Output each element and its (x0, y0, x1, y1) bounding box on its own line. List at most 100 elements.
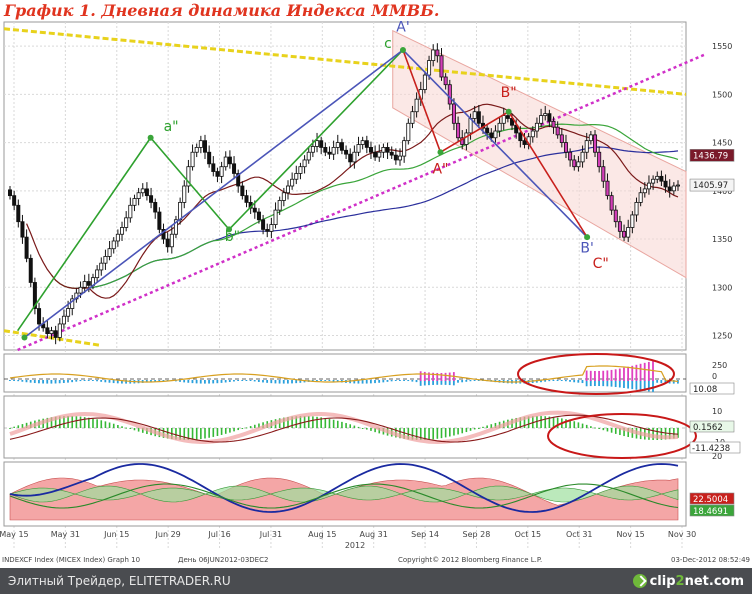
panel2-bar (79, 416, 82, 428)
y-tick-label: 1500 (712, 90, 732, 99)
panel2-bar (527, 416, 530, 428)
histogram-bar (407, 380, 410, 382)
panel2-bar (137, 428, 140, 432)
histogram-bar (191, 380, 194, 384)
panel2-bar (469, 428, 472, 431)
panel2-bar (83, 417, 86, 428)
panel2-bar (204, 428, 206, 439)
candle-body (256, 211, 261, 221)
histogram-bar (436, 380, 439, 385)
histogram-bar (278, 380, 281, 384)
candle-body (153, 201, 158, 213)
panel2-bar (216, 428, 219, 436)
histogram-bar (639, 380, 642, 391)
candle-body (555, 126, 560, 136)
watermark-text: Элитный Трейдер, ELITETRADER.RU (8, 574, 231, 588)
y-tick-label: 1250 (712, 332, 732, 341)
histogram-bar (116, 380, 119, 384)
candle-body (617, 221, 622, 232)
histogram-bar-pink (602, 370, 605, 381)
candle-body (356, 144, 361, 153)
candle-body (676, 184, 681, 187)
histogram-bar (121, 380, 123, 384)
candle-body (285, 185, 290, 194)
panel2-bar (478, 428, 480, 429)
pivot-marker (437, 149, 444, 156)
x-tick-label: Nov 30 (668, 530, 696, 539)
panel2-bar (594, 427, 596, 429)
x-tick-label: Sep 14 (411, 530, 439, 539)
histogram-bar (249, 380, 252, 381)
candle-body (605, 180, 610, 197)
histogram-bar-pink (647, 361, 650, 381)
candle-body (28, 257, 33, 283)
histogram-bar (606, 380, 609, 387)
candle-body (107, 248, 112, 257)
candle-body (456, 122, 461, 139)
histogram-bar (145, 380, 148, 383)
moving-average-green (51, 123, 679, 289)
histogram-bar (544, 380, 547, 382)
candle-body (173, 219, 178, 235)
histogram-bar (623, 380, 625, 388)
histogram-bar-pink (589, 370, 592, 381)
x-tick-label: Oct 15 (515, 530, 542, 539)
histogram-bar (386, 380, 389, 382)
histogram-bar-pink (614, 369, 617, 381)
candle-body (277, 200, 282, 211)
histogram-bar-pink (635, 364, 638, 381)
panel3-label-1: 22.5004 (693, 495, 728, 505)
candle-body (315, 140, 320, 147)
panel2-bar (623, 428, 625, 437)
histogram-bar (220, 380, 223, 383)
panel2-bar (419, 428, 422, 440)
histogram-bar (652, 380, 654, 392)
histogram-bar (477, 380, 480, 381)
histogram-bar (79, 380, 82, 382)
candle-body (443, 76, 448, 86)
histogram-bar (17, 380, 20, 382)
candle-body (559, 134, 564, 143)
panel2-tick: 10 (712, 407, 722, 416)
panel2-bar (494, 422, 497, 428)
panel2-bar (67, 416, 69, 428)
candle-body (124, 217, 129, 228)
candle-body (597, 151, 602, 168)
histogram-bar (448, 380, 451, 386)
histogram-bar (75, 380, 78, 382)
panel2-bar (357, 426, 360, 428)
candle-body (103, 256, 108, 264)
panel2-bar (515, 417, 517, 428)
histogram-bar (469, 380, 472, 382)
histogram-bar (457, 380, 459, 383)
highlight-ellipse-2 (547, 413, 697, 459)
histogram-bar (195, 380, 198, 384)
candle-body (273, 209, 278, 225)
histogram-bar (569, 380, 571, 382)
histogram-bar (274, 380, 277, 384)
wave-label: A' (396, 20, 409, 36)
histogram-bar (291, 380, 293, 384)
candle-body (78, 286, 83, 294)
candle-body (49, 330, 54, 334)
histogram-bar (394, 380, 397, 381)
panel2-bar (54, 416, 57, 428)
panel2-label-2: -11.4238 (692, 444, 730, 454)
panel2-bar (299, 416, 302, 428)
panel2-bar (432, 428, 435, 440)
candle-body (132, 198, 137, 206)
panel2-bar (88, 417, 90, 428)
x-tick-label: Jun 29 (155, 530, 181, 539)
panel2-bar (200, 428, 202, 440)
panel2-bar (253, 424, 256, 428)
panel2-bar (415, 428, 418, 440)
x-tick-label: Aug 15 (308, 530, 336, 539)
histogram-bar (42, 380, 44, 384)
candle-body (290, 178, 295, 187)
panel2-bar (312, 416, 314, 428)
x-tick-label: May 15 (0, 530, 29, 539)
panel2-bar (220, 428, 223, 435)
wave-label: A" (432, 161, 448, 177)
panel2-bar (664, 428, 667, 440)
panel2-bar (9, 428, 11, 429)
